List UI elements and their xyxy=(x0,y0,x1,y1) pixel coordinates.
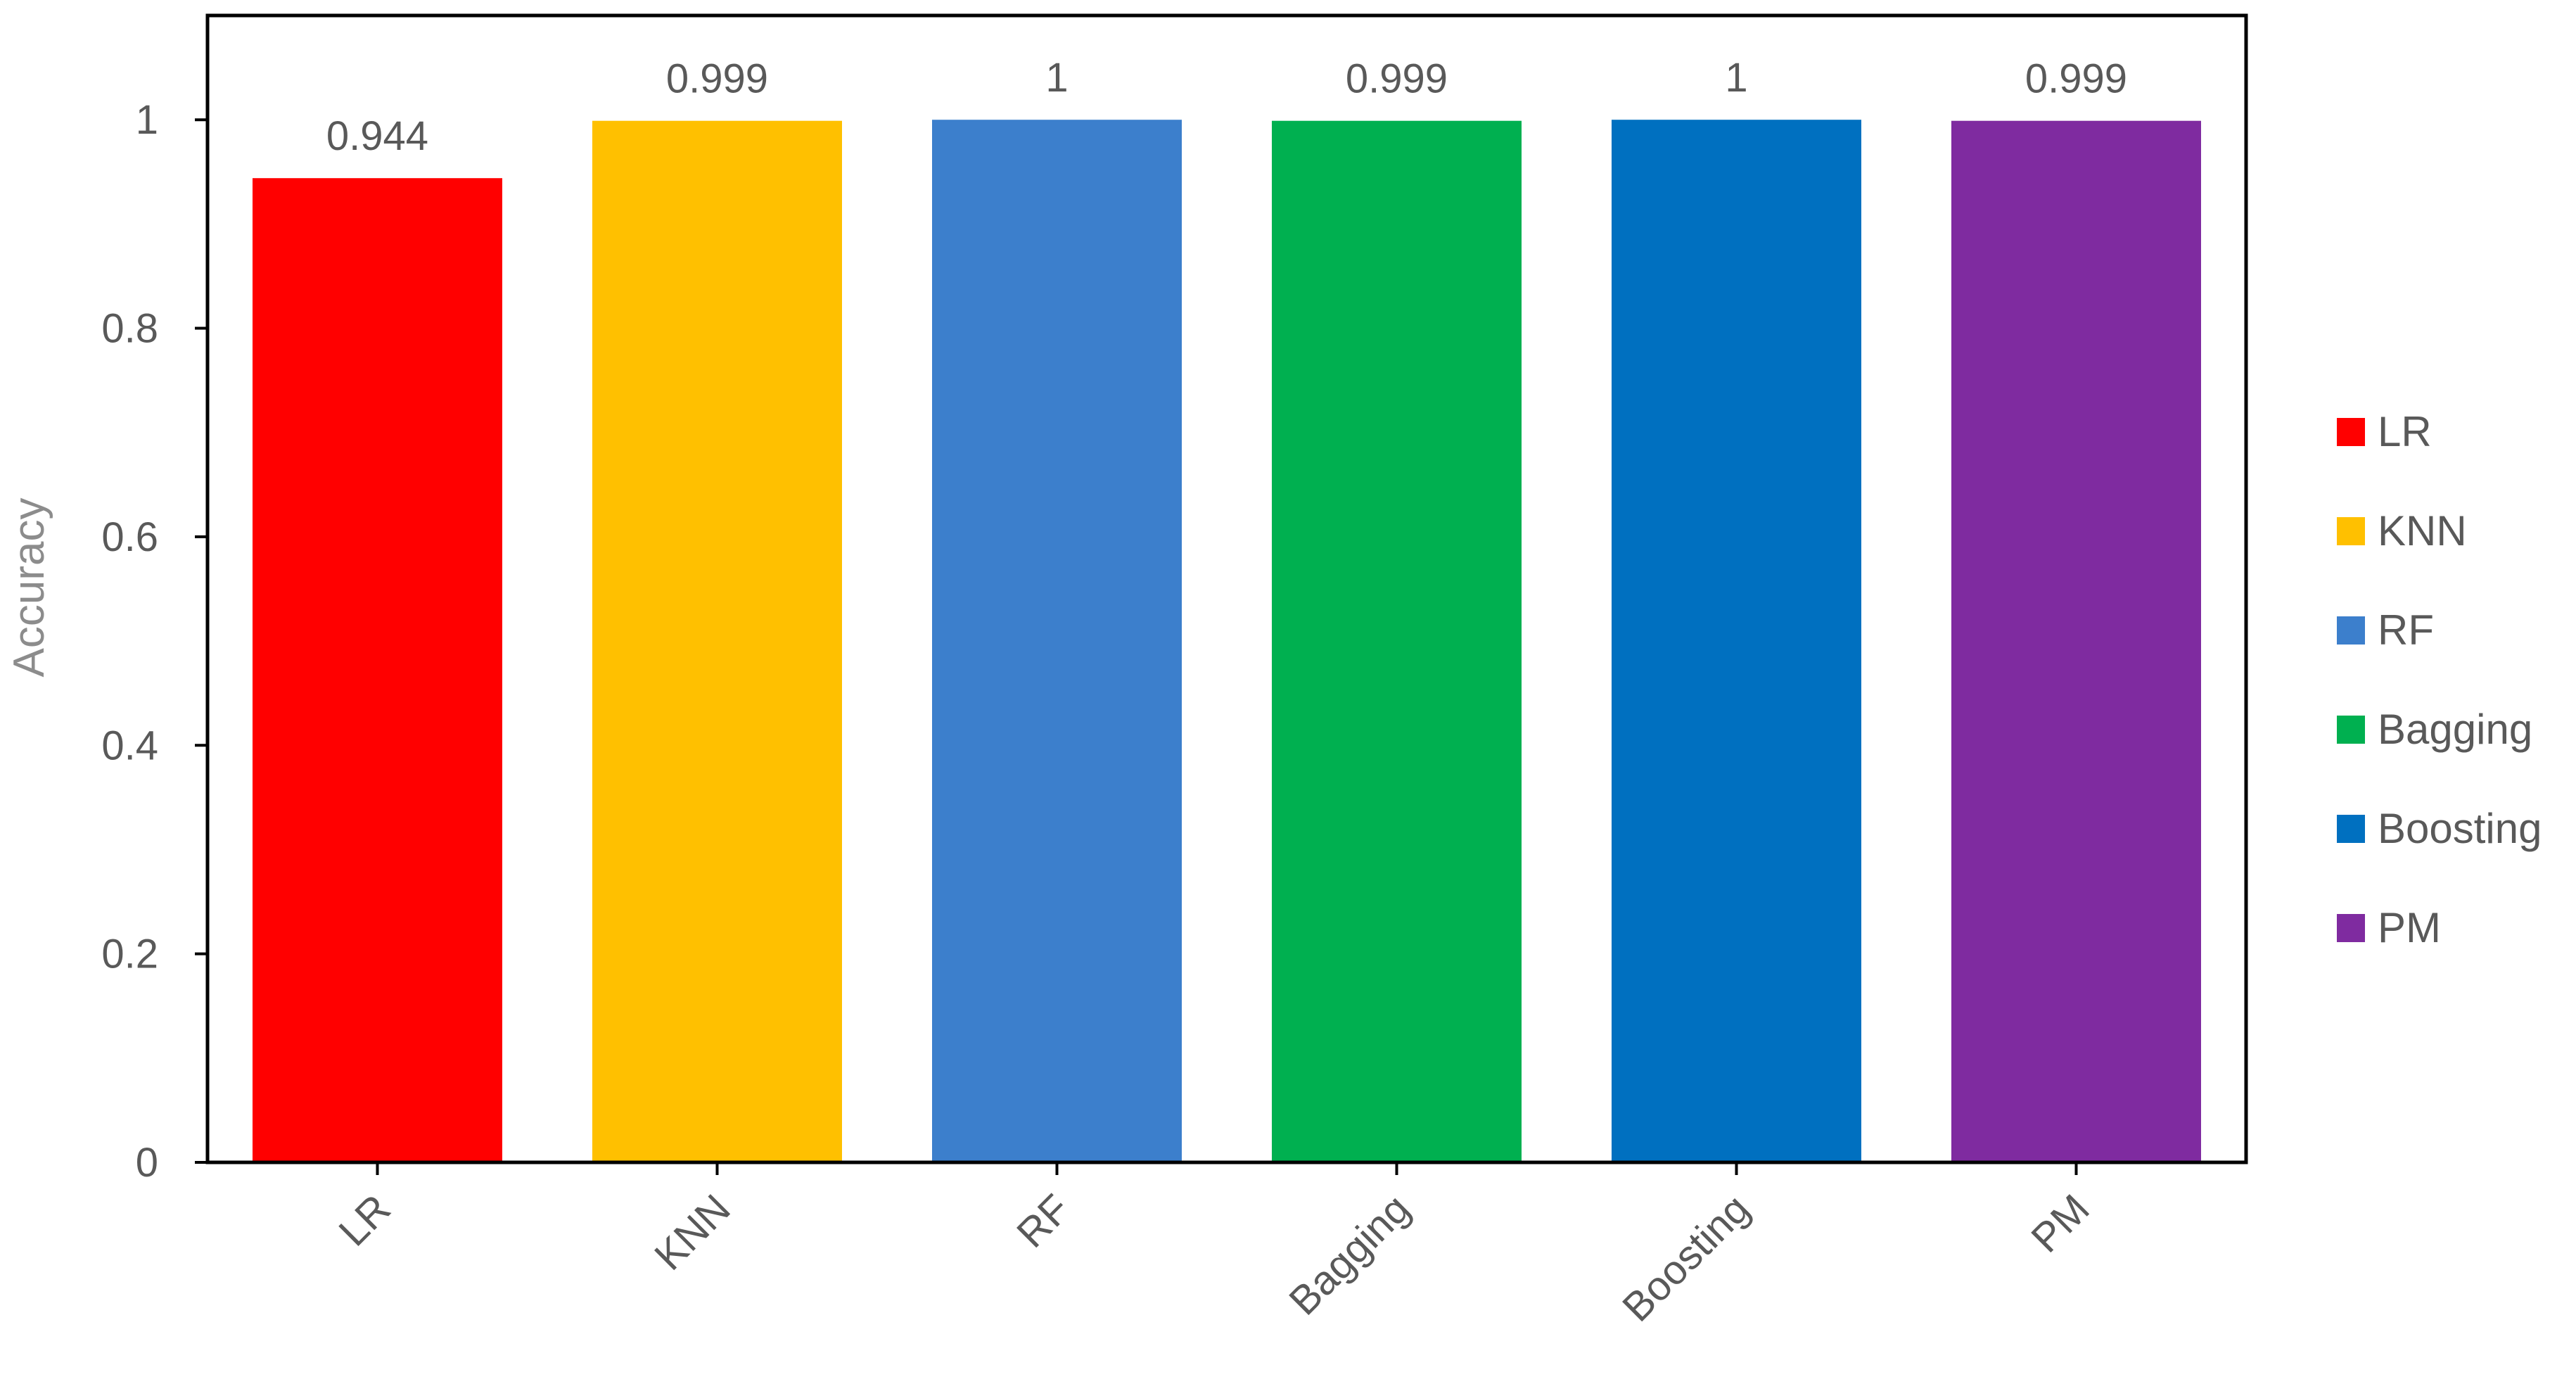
data-label-boosting: 1 xyxy=(1725,55,1747,101)
x-tick-label-lr: LR xyxy=(330,1186,399,1255)
x-tick-label-knn: KNN xyxy=(646,1186,739,1279)
bar-pm xyxy=(1951,120,2201,1163)
data-label-knn: 0.999 xyxy=(666,56,768,102)
data-label-rf: 1 xyxy=(1045,55,1068,101)
legend-label-pm: PM xyxy=(2378,904,2441,951)
bar-boosting xyxy=(1612,120,1861,1163)
x-tick-label-pm: PM xyxy=(2022,1186,2098,1261)
y-tick-label: 1 xyxy=(136,97,158,143)
y-axis-title: Accuracy xyxy=(5,498,53,678)
bars-layer xyxy=(253,120,2201,1163)
legend-label-knn: KNN xyxy=(2378,507,2467,554)
data-labels-layer: 0.944 0.999 1 0.999 1 0.999 xyxy=(326,55,2127,159)
data-label-lr: 0.944 xyxy=(326,113,428,159)
legend-swatch-pm xyxy=(2337,914,2365,942)
y-tick-label: 0.6 xyxy=(101,514,158,560)
x-tick-label-rf: RF xyxy=(1008,1186,1079,1257)
legend-swatch-bagging xyxy=(2337,716,2365,744)
legend-label-bagging: Bagging xyxy=(2378,706,2532,753)
y-tick-label: 0 xyxy=(136,1140,158,1186)
x-tick-label-bagging: Bagging xyxy=(1280,1186,1418,1323)
legend-swatch-rf xyxy=(2337,616,2365,645)
legend: LR KNN RF Bagging Boosting PM xyxy=(2337,408,2542,951)
data-label-pm: 0.999 xyxy=(2025,56,2127,102)
bar-knn xyxy=(592,120,842,1163)
legend-label-lr: LR xyxy=(2378,408,2432,455)
data-label-bagging: 0.999 xyxy=(1346,56,1448,102)
legend-swatch-knn xyxy=(2337,517,2365,545)
y-tick-label: 0.2 xyxy=(101,932,158,977)
legend-swatch-lr xyxy=(2337,418,2365,446)
x-tick-label-boosting: Boosting xyxy=(1614,1186,1759,1331)
plot-frame xyxy=(205,13,2248,1164)
y-tick-label: 0.8 xyxy=(101,306,158,352)
legend-label-boosting: Boosting xyxy=(2378,805,2542,852)
bar-bagging xyxy=(1272,120,1522,1163)
legend-swatch-boosting xyxy=(2337,815,2365,843)
legend-label-rf: RF xyxy=(2378,607,2434,654)
bar-lr xyxy=(253,178,502,1163)
bar-rf xyxy=(932,120,1182,1163)
y-tick-label: 0.4 xyxy=(101,723,158,768)
